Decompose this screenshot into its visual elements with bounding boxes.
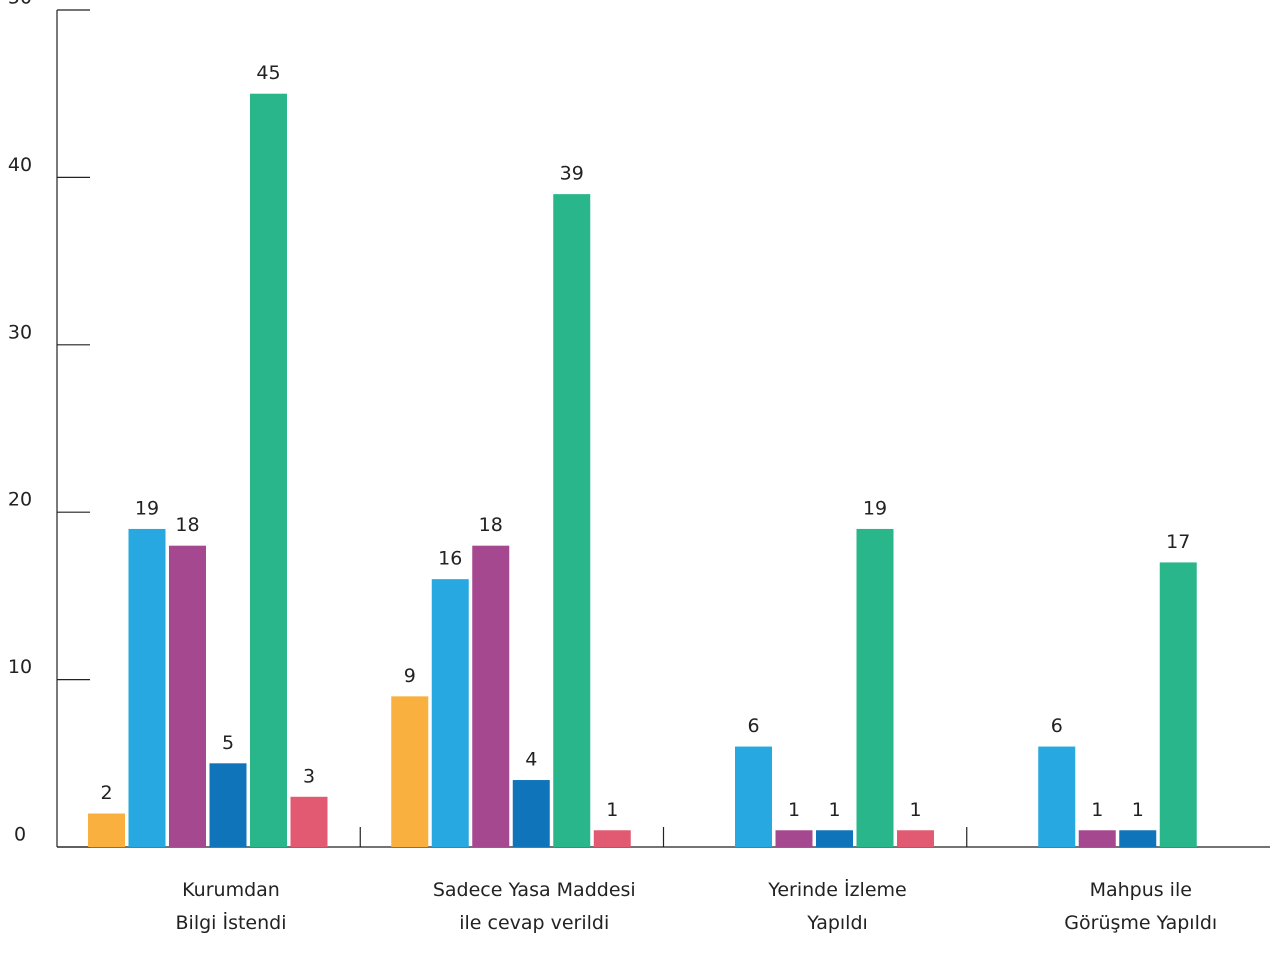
bar-value-label: 5 — [222, 732, 234, 754]
bar — [128, 528, 166, 847]
bar — [169, 545, 206, 847]
bar — [897, 830, 934, 847]
bar-value-label: 19 — [863, 497, 887, 519]
x-tick-label: Kurumdan Bilgi İstendi — [176, 879, 287, 934]
bar-value-label: 1 — [1132, 799, 1144, 821]
y-tick-label: 20 — [8, 489, 32, 511]
bar-value-label: 1 — [606, 799, 618, 821]
bar — [593, 830, 631, 847]
bar — [88, 813, 125, 847]
x-tick-label: Yerinde İzleme Yapıldı — [767, 878, 906, 934]
bar-value-label: 18 — [175, 514, 199, 536]
bar-value-label: 18 — [479, 514, 503, 536]
bar — [856, 528, 894, 847]
bar — [209, 763, 247, 847]
bar — [250, 93, 287, 847]
bar-value-label: 6 — [747, 715, 759, 737]
y-tick-label: 10 — [8, 656, 32, 678]
bar — [775, 830, 813, 847]
y-tick-label: 40 — [8, 154, 32, 176]
bar-value-label: 1 — [909, 799, 921, 821]
bar — [816, 830, 853, 847]
x-tick-label: Mahpus ile Görüşme Yapıldı — [1064, 879, 1217, 934]
bar — [1159, 562, 1197, 847]
bar-value-label: 3 — [303, 765, 315, 787]
bar — [431, 579, 469, 847]
bar-value-label: 39 — [560, 163, 584, 185]
bar — [391, 696, 429, 847]
bar — [512, 780, 550, 847]
x-tick-label: Sadece Yasa Maddesi ile cevap verildi — [433, 879, 636, 934]
bar — [472, 545, 510, 847]
bar-value-label: 4 — [525, 749, 537, 771]
bar-value-label: 2 — [100, 782, 112, 804]
bar — [735, 746, 772, 847]
bar-value-label: 16 — [438, 548, 462, 570]
bar-value-label: 1 — [828, 799, 840, 821]
bar-value-label: 17 — [1166, 531, 1190, 553]
bar — [553, 194, 591, 847]
y-tick-label: 0 — [14, 824, 26, 846]
bar — [290, 796, 328, 847]
bar-value-label: 19 — [135, 497, 159, 519]
bar-value-label: 45 — [256, 62, 280, 84]
bar-value-label: 9 — [404, 665, 416, 687]
bar — [1038, 746, 1076, 847]
y-tick-label: 50 — [8, 0, 32, 9]
bar-value-label: 1 — [788, 799, 800, 821]
bar-value-label: 6 — [1051, 715, 1063, 737]
y-tick-label: 30 — [8, 321, 32, 343]
bar — [1119, 830, 1157, 847]
bar — [1078, 830, 1116, 847]
bar-value-label: 1 — [1091, 799, 1103, 821]
